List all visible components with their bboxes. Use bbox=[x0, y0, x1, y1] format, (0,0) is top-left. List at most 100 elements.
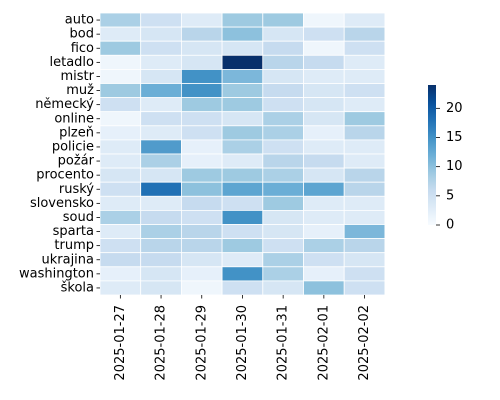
heatmap-cell bbox=[303, 238, 345, 254]
heatmap-cell bbox=[99, 111, 142, 127]
heatmap-cell bbox=[262, 83, 304, 99]
heatmap-cell bbox=[99, 83, 142, 99]
heatmap-cell bbox=[180, 12, 223, 28]
heatmap-cell bbox=[303, 209, 345, 225]
y-tick-label: mistr bbox=[61, 69, 95, 84]
y-tick-label: ruský bbox=[59, 182, 94, 197]
heatmap-cell bbox=[221, 54, 264, 70]
heatmap-cell bbox=[303, 83, 345, 99]
y-tick-label: požár bbox=[58, 154, 95, 169]
heatmap-cell bbox=[180, 40, 223, 56]
heatmap-cell bbox=[303, 139, 345, 155]
heatmap-cell bbox=[221, 111, 264, 127]
heatmap-cell bbox=[99, 139, 142, 155]
heatmap-cell bbox=[303, 97, 345, 113]
heatmap-cell bbox=[221, 139, 264, 155]
heatmap-cell bbox=[343, 195, 386, 211]
heatmap-cell bbox=[343, 26, 386, 42]
heatmap-cell bbox=[262, 181, 304, 197]
heatmap-cell bbox=[343, 139, 386, 155]
y-tick-label: letadlo bbox=[50, 55, 95, 70]
heatmap-cell bbox=[343, 280, 386, 296]
heatmap-cell bbox=[140, 69, 182, 84]
heatmap-cell bbox=[140, 12, 182, 28]
heatmap-cell bbox=[180, 195, 223, 211]
heatmap-cell bbox=[180, 266, 223, 282]
heatmap-cell bbox=[262, 69, 304, 84]
colorbar-tick-label: 10 bbox=[446, 159, 463, 174]
heatmap-cell bbox=[343, 97, 386, 113]
y-tick-label: auto bbox=[65, 13, 94, 28]
x-tick-label: 2025-01-31 bbox=[276, 305, 291, 381]
heatmap-cell bbox=[262, 280, 304, 296]
x-tick-label: 2025-01-27 bbox=[113, 305, 128, 381]
heatmap-cell bbox=[180, 224, 223, 240]
y-tick-label: německý bbox=[35, 97, 94, 112]
heatmap-cell bbox=[343, 54, 386, 70]
y-tick-label: slovensko bbox=[30, 196, 94, 211]
heatmap-cell bbox=[343, 238, 386, 254]
y-tick-label: procento bbox=[36, 168, 94, 183]
heatmap-cell bbox=[99, 280, 142, 296]
y-tick-label: fico bbox=[71, 41, 94, 56]
heatmap-cell bbox=[180, 167, 223, 183]
y-tick-label: muž bbox=[66, 83, 94, 98]
heatmap-cell bbox=[221, 238, 264, 254]
heatmap-cell bbox=[180, 54, 223, 70]
heatmap-cell bbox=[303, 26, 345, 42]
heatmap-cell bbox=[262, 139, 304, 155]
heatmap-cell bbox=[140, 26, 182, 42]
heatmap-cell bbox=[221, 40, 264, 56]
heatmap-cell bbox=[180, 111, 223, 127]
x-axis-tick-labels: 2025-01-27 2025-01-28 2025-01-29 2025-01-30… bbox=[113, 295, 372, 381]
heatmap-cell bbox=[180, 26, 223, 42]
heatmap-cell bbox=[303, 266, 345, 282]
y-tick-label: policie bbox=[52, 139, 94, 154]
heatmap-cell bbox=[221, 181, 264, 197]
heatmap-cell bbox=[303, 54, 345, 70]
heatmap-cell bbox=[99, 195, 142, 211]
heatmap-cell bbox=[343, 224, 386, 240]
heatmap-cell bbox=[140, 40, 182, 56]
heatmap-cell bbox=[343, 181, 386, 197]
heatmap-cell bbox=[262, 252, 304, 268]
heatmap-cell bbox=[343, 40, 386, 56]
heatmap-cell bbox=[343, 12, 386, 28]
heatmap-cell bbox=[99, 224, 142, 240]
heatmap-cell bbox=[262, 224, 304, 240]
y-tick-label: soud bbox=[63, 210, 94, 225]
colorbar-tick-label: 5 bbox=[446, 188, 454, 203]
heatmap-cell bbox=[221, 153, 264, 169]
heatmap-cell bbox=[303, 125, 345, 141]
heatmap-cell bbox=[262, 167, 304, 183]
heatmap-cell bbox=[140, 181, 182, 197]
heatmap-cell bbox=[343, 69, 386, 84]
heatmap-cell bbox=[140, 139, 182, 155]
heatmap-cell bbox=[99, 54, 142, 70]
heatmap-cell bbox=[343, 153, 386, 169]
heatmap-cell bbox=[140, 238, 182, 254]
heatmap-cell bbox=[303, 195, 345, 211]
heatmap-cell bbox=[303, 111, 345, 127]
heatmap-cell bbox=[180, 139, 223, 155]
heatmap-cell bbox=[303, 153, 345, 169]
heatmap-cell bbox=[262, 12, 304, 28]
heatmap-cell bbox=[99, 238, 142, 254]
heatmap-cell bbox=[180, 153, 223, 169]
heatmap-cell bbox=[262, 238, 304, 254]
heatmap-cell bbox=[140, 209, 182, 225]
heatmap-cell bbox=[180, 252, 223, 268]
heatmap-cell bbox=[99, 97, 142, 113]
heatmap-cell bbox=[262, 125, 304, 141]
heatmap-cell bbox=[99, 153, 142, 169]
heatmap-cells bbox=[99, 12, 386, 296]
y-tick-label: ukrajina bbox=[41, 252, 94, 267]
y-tick-label: washington bbox=[19, 266, 94, 281]
heatmap-cell bbox=[262, 111, 304, 127]
heatmap-cell bbox=[303, 12, 345, 28]
heatmap-cell bbox=[140, 224, 182, 240]
colorbar-tick-label: 0 bbox=[446, 218, 454, 233]
heatmap-cell bbox=[303, 224, 345, 240]
heatmap-cell bbox=[140, 153, 182, 169]
